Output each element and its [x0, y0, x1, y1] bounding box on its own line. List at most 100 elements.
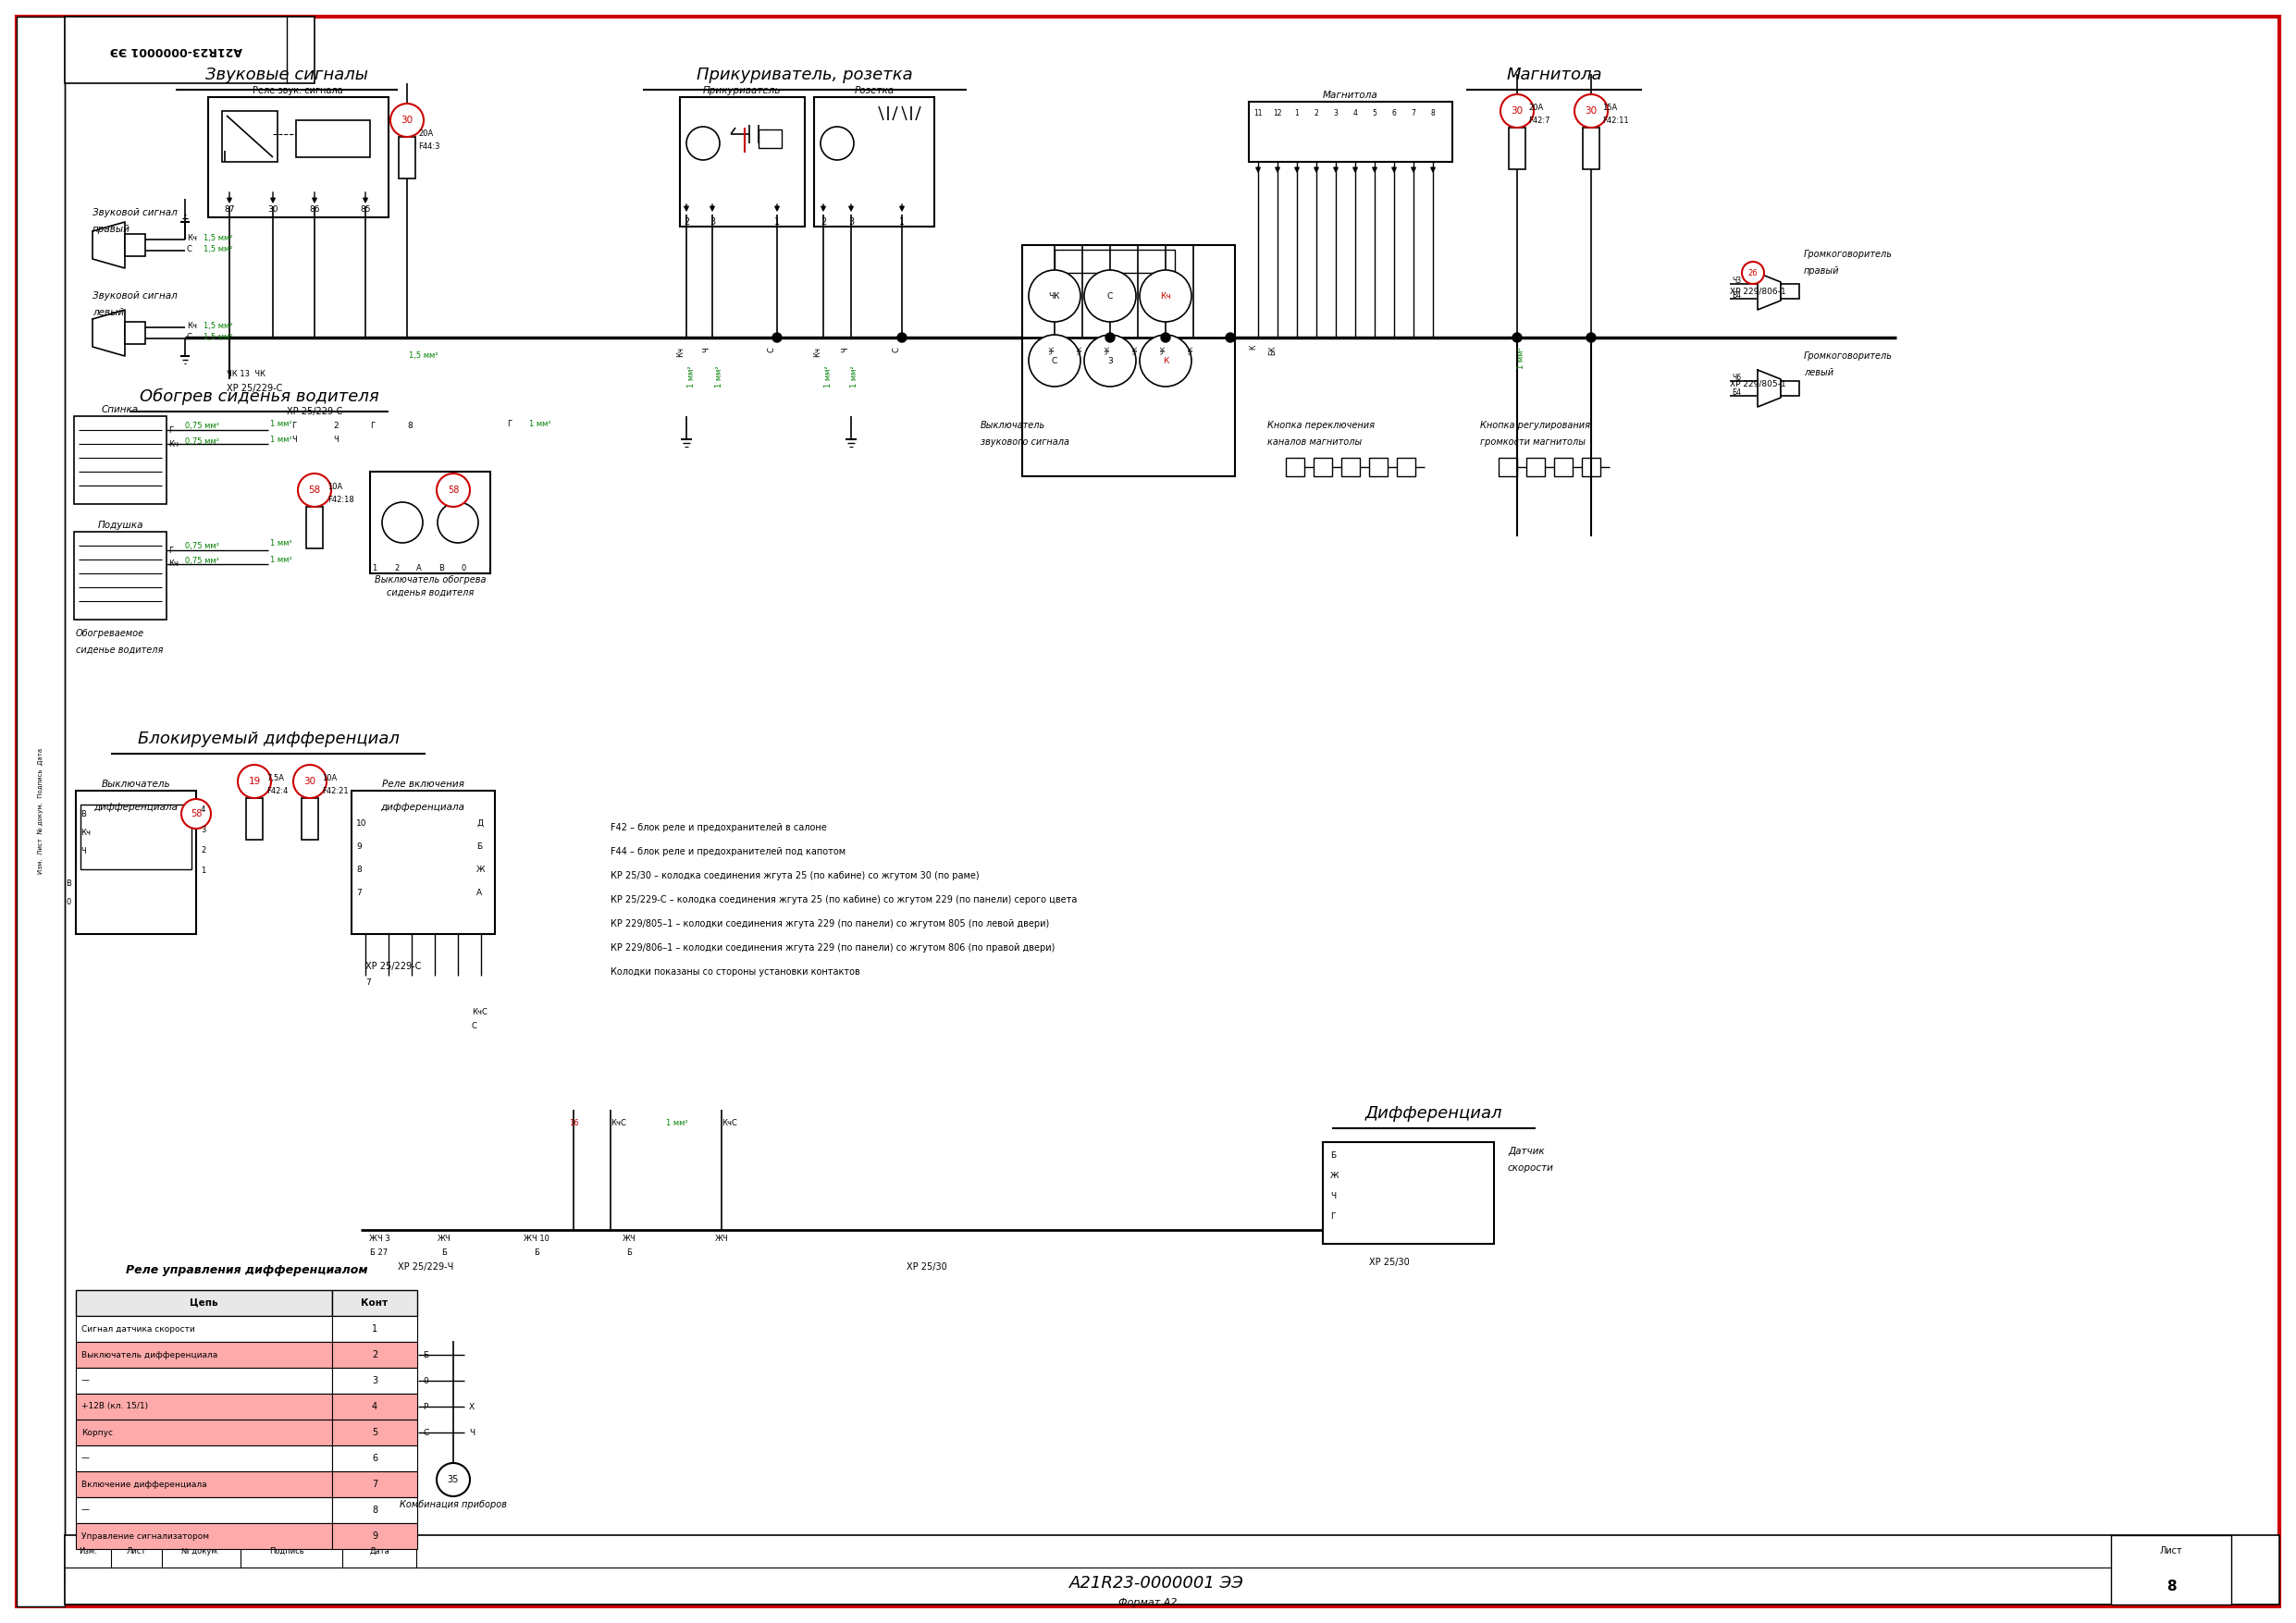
- Bar: [73, 532, 168, 620]
- Circle shape: [820, 127, 854, 161]
- Text: 1 мм²: 1 мм²: [271, 435, 292, 443]
- Text: С: С: [186, 333, 193, 341]
- Text: F42:21: F42:21: [321, 787, 349, 795]
- Text: 0,75 мм²: 0,75 мм²: [186, 437, 218, 445]
- Text: F42:4: F42:4: [266, 787, 287, 795]
- Polygon shape: [1759, 370, 1782, 407]
- Bar: [1396, 458, 1414, 476]
- Text: 11: 11: [1254, 109, 1263, 117]
- Text: Реле включения: Реле включения: [381, 779, 464, 789]
- Bar: [1341, 458, 1359, 476]
- Text: —: —: [80, 1376, 90, 1384]
- Text: 1 мм²: 1 мм²: [271, 555, 292, 563]
- Text: 2: 2: [1313, 109, 1318, 117]
- Text: Г: Г: [507, 419, 512, 428]
- Bar: [76, 1394, 333, 1420]
- Bar: [16, 16, 64, 1607]
- Text: Кч: Кч: [168, 560, 179, 568]
- Text: 10А: 10А: [321, 774, 338, 782]
- Text: 26: 26: [1747, 269, 1759, 278]
- Circle shape: [390, 104, 425, 136]
- Text: левый: левый: [1805, 368, 1835, 377]
- Text: Ч3: Ч3: [1731, 276, 1740, 284]
- Bar: [76, 1446, 333, 1472]
- Circle shape: [1743, 261, 1763, 284]
- Text: Лист: Лист: [126, 1547, 147, 1555]
- Circle shape: [1139, 334, 1192, 386]
- Text: 3: 3: [372, 1376, 377, 1386]
- Text: А: А: [475, 888, 482, 896]
- Text: 7: 7: [1412, 109, 1417, 117]
- Text: Изм.: Изм.: [78, 1547, 96, 1555]
- Bar: [1286, 458, 1304, 476]
- Text: Кнопка регулирования: Кнопка регулирования: [1481, 420, 1591, 430]
- Text: Б: Б: [627, 1248, 631, 1256]
- Circle shape: [771, 333, 781, 342]
- Text: 5: 5: [1373, 109, 1378, 117]
- Text: 1,5 мм²: 1,5 мм²: [409, 352, 439, 360]
- Text: 5: 5: [372, 1428, 377, 1436]
- Circle shape: [1084, 334, 1137, 386]
- Text: 3: 3: [709, 217, 714, 227]
- Text: Обогреваемое: Обогреваемое: [76, 628, 145, 638]
- Text: сиденье водителя: сиденье водителя: [76, 646, 163, 654]
- Text: Выключатель дифференциала: Выключатель дифференциала: [80, 1350, 218, 1358]
- Text: Ч: Ч: [292, 435, 296, 443]
- Circle shape: [1104, 333, 1114, 342]
- Text: ХР 25/229-С: ХР 25/229-С: [287, 407, 342, 415]
- Text: F42:11: F42:11: [1603, 117, 1628, 125]
- Text: Кч: Кч: [80, 828, 90, 836]
- Bar: [370, 472, 491, 573]
- Bar: [1249, 102, 1453, 162]
- Text: Кч: Кч: [677, 347, 684, 357]
- Text: 1 мм²: 1 мм²: [528, 419, 551, 428]
- Text: ЖЧ: ЖЧ: [622, 1235, 636, 1243]
- Text: 1,5 мм²: 1,5 мм²: [204, 333, 232, 341]
- Text: 1: 1: [774, 217, 781, 227]
- Text: ХР 229/806-1: ХР 229/806-1: [1729, 287, 1786, 295]
- Text: 30: 30: [269, 204, 278, 214]
- Text: 35: 35: [448, 1475, 459, 1485]
- Text: Ч: Ч: [80, 847, 85, 855]
- Text: 0,75 мм²: 0,75 мм²: [186, 557, 218, 565]
- Text: 9: 9: [356, 842, 360, 850]
- Bar: [301, 799, 319, 839]
- Text: 1 мм²: 1 мм²: [271, 539, 292, 549]
- Text: F42 – блок реле и предохранителей в салоне: F42 – блок реле и предохранителей в сало…: [611, 823, 827, 833]
- Text: 2: 2: [684, 217, 689, 227]
- Text: В: В: [67, 880, 71, 888]
- Bar: [2110, 1535, 2232, 1605]
- Text: Громкоговоритель: Громкоговоритель: [1805, 352, 1892, 360]
- Text: Ч: Ч: [1329, 1193, 1336, 1201]
- Bar: [80, 805, 191, 870]
- Bar: [333, 1446, 418, 1472]
- Bar: [1022, 245, 1235, 476]
- Bar: [1508, 128, 1525, 169]
- Text: Колодки показаны со стороны установки контактов: Колодки показаны со стороны установки ко…: [611, 967, 861, 977]
- Text: Кч: Кч: [186, 321, 197, 329]
- Text: 8: 8: [356, 865, 360, 873]
- Text: Х: Х: [468, 1402, 475, 1410]
- Text: 58: 58: [448, 485, 459, 495]
- Text: 10: 10: [356, 820, 367, 828]
- Bar: [1499, 458, 1518, 476]
- Text: 7,5А: 7,5А: [266, 774, 285, 782]
- Text: К: К: [1249, 346, 1258, 351]
- Text: +12В (кл. 15/1): +12В (кл. 15/1): [80, 1402, 149, 1410]
- Circle shape: [239, 764, 271, 799]
- Text: Выключатель: Выключатель: [101, 779, 170, 789]
- Text: 2: 2: [820, 217, 827, 227]
- Text: Корпус: Корпус: [80, 1428, 113, 1436]
- Text: 0: 0: [461, 565, 466, 573]
- Text: Г: Г: [1329, 1212, 1336, 1220]
- Text: Б: Б: [441, 1248, 448, 1256]
- Text: 30: 30: [402, 115, 413, 125]
- Text: 4: 4: [200, 805, 207, 813]
- Text: 2: 2: [333, 422, 338, 430]
- Text: 1 мм²: 1 мм²: [716, 365, 723, 388]
- Text: A21R23-0000001 ЭЭ: A21R23-0000001 ЭЭ: [110, 44, 241, 55]
- Text: Магнитола: Магнитола: [1322, 91, 1378, 101]
- Text: 0,75 мм²: 0,75 мм²: [186, 422, 218, 430]
- Text: 0: 0: [67, 898, 71, 906]
- Text: Ч: Ч: [703, 347, 712, 352]
